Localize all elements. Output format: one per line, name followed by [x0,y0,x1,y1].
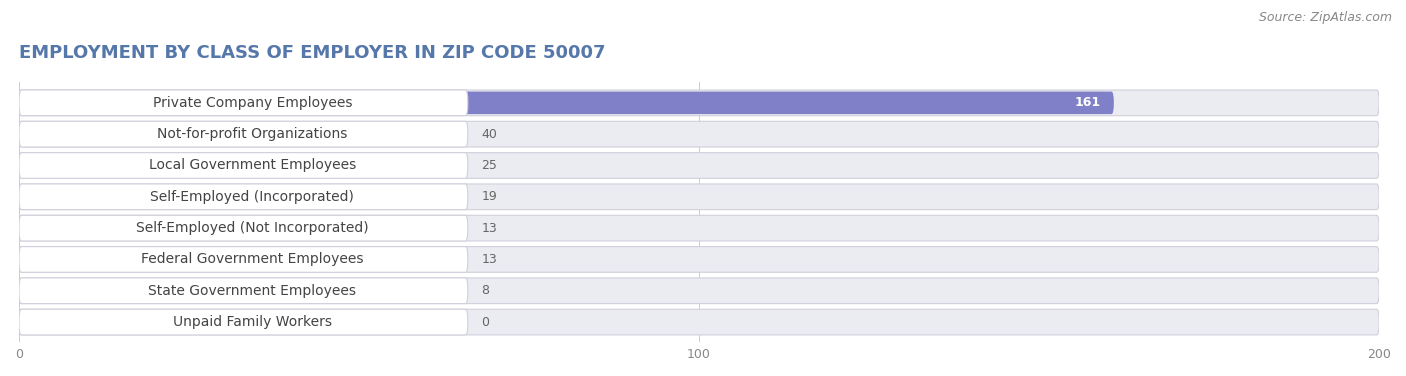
Text: Local Government Employees: Local Government Employees [149,158,356,173]
Text: 0: 0 [481,315,489,329]
FancyBboxPatch shape [20,90,468,116]
FancyBboxPatch shape [20,309,468,335]
FancyBboxPatch shape [20,215,468,241]
Text: 13: 13 [481,253,498,266]
Text: Source: ZipAtlas.com: Source: ZipAtlas.com [1258,11,1392,24]
Text: Not-for-profit Organizations: Not-for-profit Organizations [157,127,347,141]
FancyBboxPatch shape [20,309,1379,335]
FancyBboxPatch shape [20,121,468,147]
FancyBboxPatch shape [20,215,1379,241]
Text: Federal Government Employees: Federal Government Employees [141,252,364,267]
Text: State Government Employees: State Government Employees [149,284,356,298]
FancyBboxPatch shape [20,153,468,178]
Text: EMPLOYMENT BY CLASS OF EMPLOYER IN ZIP CODE 50007: EMPLOYMENT BY CLASS OF EMPLOYER IN ZIP C… [20,44,606,62]
FancyBboxPatch shape [20,153,1379,178]
FancyBboxPatch shape [20,185,148,208]
FancyBboxPatch shape [20,184,1379,210]
FancyBboxPatch shape [20,90,1379,116]
Text: Self-Employed (Not Incorporated): Self-Employed (Not Incorporated) [136,221,368,235]
FancyBboxPatch shape [20,123,291,146]
Text: 161: 161 [1074,96,1101,109]
FancyBboxPatch shape [20,121,1379,147]
FancyBboxPatch shape [20,248,107,271]
FancyBboxPatch shape [20,247,1379,272]
Text: 13: 13 [481,221,498,235]
Text: 25: 25 [481,159,498,172]
FancyBboxPatch shape [20,184,468,210]
Text: 8: 8 [481,284,489,297]
FancyBboxPatch shape [20,247,468,272]
Text: Private Company Employees: Private Company Employees [153,96,352,110]
FancyBboxPatch shape [20,217,107,240]
FancyBboxPatch shape [20,278,1379,303]
Text: 19: 19 [481,190,498,203]
FancyBboxPatch shape [20,278,468,303]
Text: Unpaid Family Workers: Unpaid Family Workers [173,315,332,329]
FancyBboxPatch shape [20,92,1114,114]
Text: 40: 40 [481,128,498,141]
FancyBboxPatch shape [20,279,73,302]
Text: Self-Employed (Incorporated): Self-Employed (Incorporated) [150,190,354,204]
FancyBboxPatch shape [20,154,188,177]
